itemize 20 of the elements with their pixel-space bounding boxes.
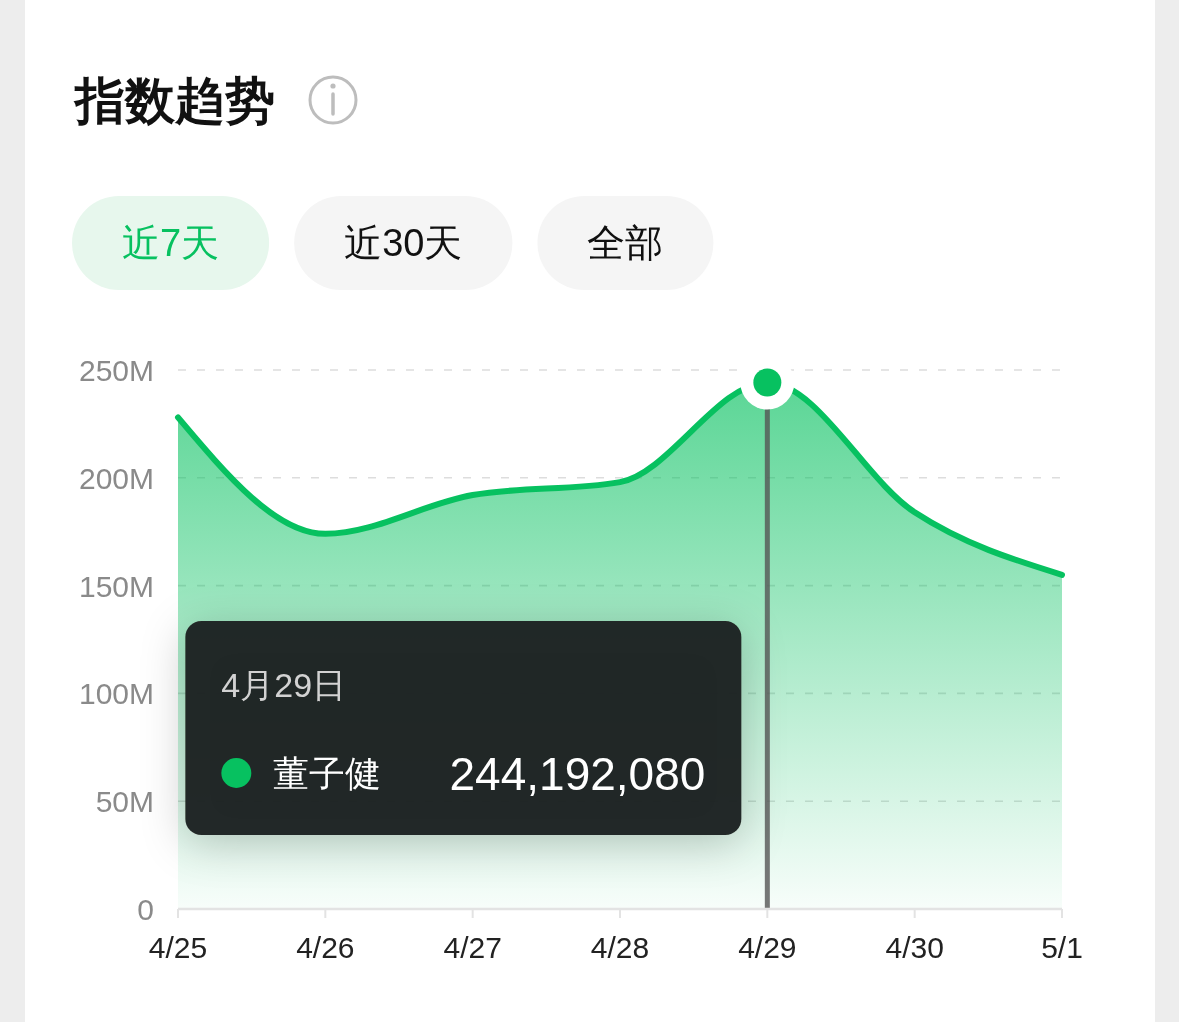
x-tick-label: 4/26 [296,931,355,964]
x-tick-label: 4/27 [443,931,502,964]
x-tick-label: 4/29 [738,931,797,964]
x-tick-label: 4/30 [885,931,944,964]
y-tick-label: 100M [78,677,154,711]
y-tick-label: 150M [78,569,154,603]
x-tick-label: 4/25 [148,931,208,964]
y-tick-label: 0 [137,893,154,926]
y-tick-label: 200M [78,461,154,495]
text: 近30天 [344,222,463,264]
annotation: 244,192,080 [449,748,706,800]
text: 全部 [587,222,664,264]
legend-label: 董子健 [273,753,382,794]
text: 近7天 [122,222,220,264]
x-tick-label: 4/28 [590,931,650,964]
title: 指数趋势 [75,73,275,129]
annotation: 4月29日 [221,666,347,704]
x-tick-label: 5/1 [1041,931,1083,964]
y-tick-label: 250M [78,354,154,387]
y-tick-label: 50M [95,785,154,819]
